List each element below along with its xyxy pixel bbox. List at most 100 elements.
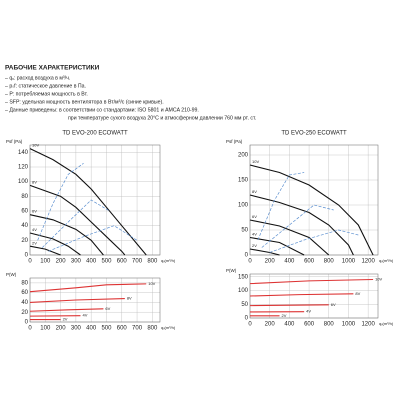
y-tick-label: 100 — [238, 203, 249, 209]
chart-title: TD EVO-250 ECOWATT — [281, 131, 347, 137]
curve — [249, 236, 305, 256]
curve — [29, 297, 125, 303]
note-line: – P: потребляемая мощность в Вт. — [5, 91, 88, 97]
curve — [29, 245, 61, 256]
x-axis-label: qᵥ(m³/h) — [161, 325, 176, 330]
y-tick-label: 80 — [21, 280, 28, 286]
curve — [249, 293, 354, 297]
curve-label: 4V — [252, 232, 257, 237]
x-tick-label: 400 — [86, 326, 97, 332]
x-axis-label: qᵥ(m³/h) — [161, 258, 176, 263]
curve-label: 6V — [105, 306, 110, 311]
x-tick-label: 600 — [304, 259, 315, 265]
y-tick-label: 40 — [21, 223, 28, 229]
y-tick-label: 20 — [21, 310, 28, 316]
y-axis-label: Psf (Pa) — [6, 139, 23, 144]
section-title: РАБОЧИЕ ХАРАКТЕРИСТИКИ — [5, 65, 100, 72]
note-line: при температуре сухого воздуха 20°С и ат… — [68, 115, 256, 121]
y-tick-label: 100 — [18, 179, 29, 185]
curve — [269, 229, 359, 253]
note-line: – qᵥ: расход воздуха в м³/ч. — [5, 75, 70, 81]
y-tick-label: 100 — [238, 288, 249, 294]
x-tick-label: 800 — [324, 322, 335, 328]
y-axis-label: Psf (Pa) — [226, 139, 243, 144]
x-tick-label: 400 — [284, 322, 295, 328]
curve-label: 8V — [127, 296, 132, 301]
curve — [29, 148, 147, 256]
curve — [249, 248, 280, 256]
curve-label: 10V — [375, 277, 382, 282]
curve-label: 6V — [331, 302, 336, 307]
y-tick-label: 80 — [21, 194, 28, 200]
x-tick-label: 200 — [56, 259, 67, 265]
curve — [48, 225, 138, 252]
x-tick-label: 300 — [71, 326, 82, 332]
x-tick-label: 1000 — [342, 322, 356, 328]
y-axis-label: P(W) — [6, 272, 17, 277]
curve — [29, 232, 81, 256]
x-axis-label: qᵥ(m³/h) — [379, 321, 394, 326]
x-tick-label: 200 — [265, 259, 276, 265]
curve-label: 10V — [252, 159, 259, 164]
y-tick-label: 0 — [25, 320, 29, 326]
curve — [29, 214, 104, 256]
curve-label: 10V — [148, 281, 155, 286]
x-tick-label: 0 — [248, 322, 252, 328]
x-tick-label: 400 — [284, 259, 295, 265]
x-tick-label: 800 — [147, 326, 158, 332]
x-tick-label: 400 — [86, 259, 97, 265]
x-tick-label: 800 — [147, 259, 158, 265]
curve-label: 2V — [282, 313, 287, 318]
note-line: – pₛf: статическое давление в Па. — [5, 83, 86, 89]
x-tick-label: 700 — [132, 326, 143, 332]
curve — [249, 164, 374, 256]
curve — [37, 163, 84, 241]
x-tick-label: 300 — [71, 259, 82, 265]
plot-frame — [249, 144, 379, 256]
plot-frame — [29, 277, 161, 323]
x-axis-label: qᵥ(m³/h) — [379, 258, 394, 263]
curve-label: 2V — [63, 317, 68, 322]
curve — [29, 308, 104, 312]
y-tick-label: 120 — [18, 165, 29, 171]
curve — [249, 278, 374, 285]
y-tick-label: 200 — [238, 153, 249, 159]
y-tick-label: 60 — [21, 209, 28, 215]
x-tick-label: 100 — [40, 326, 51, 332]
curve — [249, 304, 329, 307]
curve — [41, 199, 110, 248]
x-tick-label: 700 — [132, 259, 143, 265]
curve-label: 4V — [32, 227, 37, 232]
x-tick-label: 1200 — [361, 259, 375, 265]
x-tick-label: 0 — [28, 259, 32, 265]
x-tick-label: 1200 — [361, 322, 375, 328]
curve-label: 10V — [32, 143, 39, 148]
y-tick-label: 150 — [238, 178, 249, 184]
y-tick-label: 20 — [21, 238, 28, 244]
curve — [249, 194, 354, 256]
curve-label: 4V — [82, 313, 87, 318]
x-tick-label: 1000 — [342, 259, 356, 265]
y-tick-label: 0 — [245, 316, 249, 322]
curve — [261, 204, 334, 248]
x-tick-label: 200 — [265, 322, 276, 328]
note-line: – SFP: удельная мощность вентилятора в В… — [5, 99, 164, 105]
x-tick-label: 600 — [304, 322, 315, 328]
y-tick-label: 50 — [241, 228, 248, 234]
curve-label: 2V — [252, 243, 257, 248]
x-tick-label: 0 — [28, 326, 32, 332]
curve-label: 8V — [32, 179, 37, 184]
x-tick-label: 100 — [40, 259, 51, 265]
y-tick-label: 140 — [18, 150, 29, 156]
curve-label: 8V — [355, 291, 360, 296]
y-tick-label: 150 — [238, 274, 249, 280]
y-tick-label: 50 — [241, 302, 248, 308]
curve — [29, 184, 126, 256]
curve-label: 8V — [252, 189, 257, 194]
x-tick-label: 600 — [117, 259, 128, 265]
y-tick-label: 0 — [25, 253, 29, 259]
chart-title: TD EVO-200 ECOWATT — [62, 131, 128, 137]
y-tick-label: 0 — [245, 253, 249, 259]
x-tick-label: 500 — [101, 259, 112, 265]
